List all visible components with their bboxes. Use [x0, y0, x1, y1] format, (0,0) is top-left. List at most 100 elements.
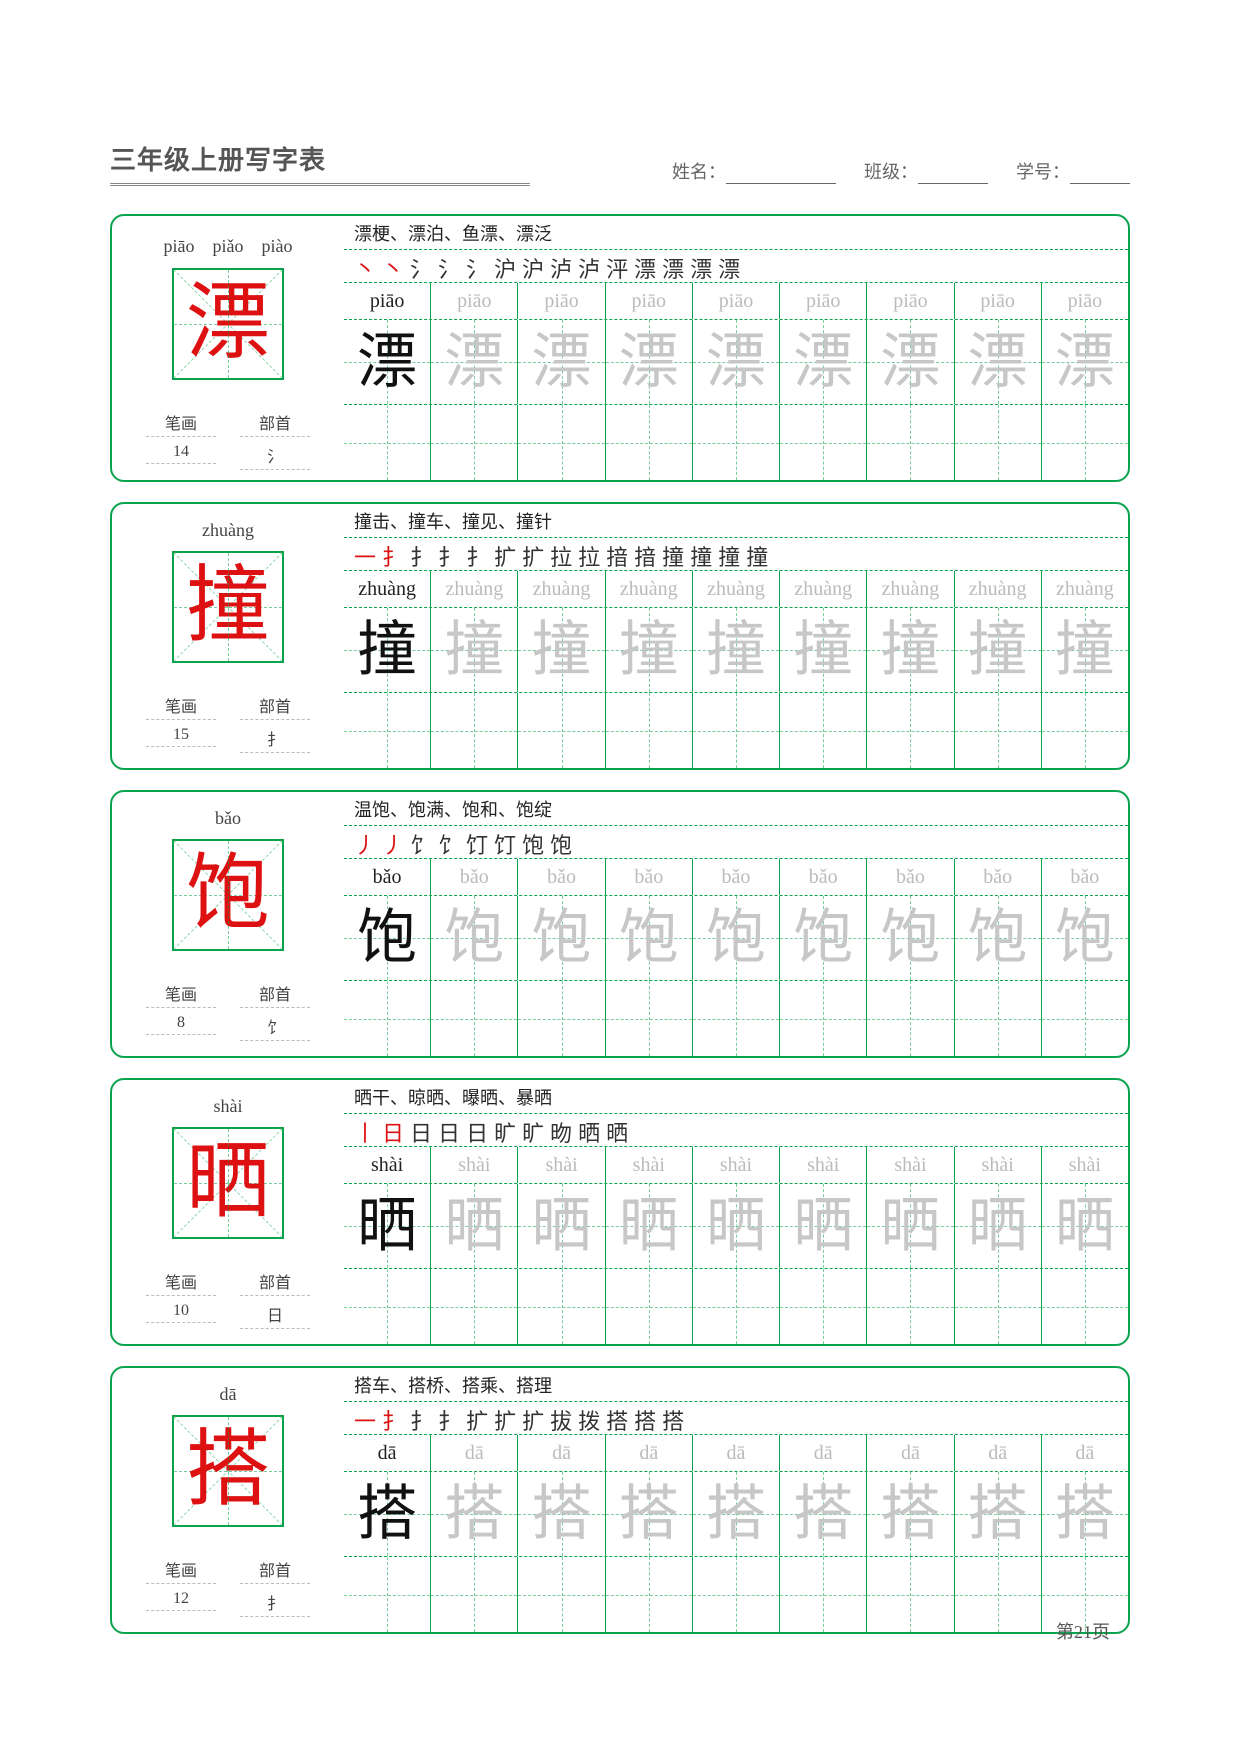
practice-cell[interactable] [344, 981, 430, 1056]
student-field-0[interactable]: 姓名： [672, 158, 836, 184]
practice-cell[interactable] [866, 1557, 953, 1632]
practice-cell[interactable] [605, 981, 692, 1056]
big-char: 漂 [174, 270, 282, 378]
practice-cell[interactable] [692, 1557, 779, 1632]
pinyin-cell: shài [954, 1147, 1041, 1183]
trace-char: 晒 [619, 1196, 679, 1256]
student-field-blank[interactable] [726, 166, 836, 184]
info-value: 扌 [240, 1588, 310, 1617]
practice-cell[interactable] [344, 405, 430, 480]
pinyin-row: piāopiāopiāopiāopiāopiāopiāopiāopiāo [344, 283, 1128, 320]
practice-cell[interactable] [344, 1557, 430, 1632]
card-left: shài晒笔画10部首日 [112, 1080, 344, 1344]
practice-cell[interactable] [866, 1269, 953, 1344]
practice-cell[interactable] [866, 405, 953, 480]
char-cell: 晒 [692, 1184, 779, 1268]
char-cell: 搭 [517, 1472, 604, 1556]
info-boxes: 笔画8部首饣 [146, 981, 310, 1041]
practice-cell[interactable] [605, 693, 692, 768]
pinyin-cell: bǎo [344, 859, 430, 895]
trace-char: 晒 [706, 1196, 766, 1256]
trace-char: 搭 [968, 1484, 1028, 1544]
trace-char: 饱 [619, 908, 679, 968]
char-cell: 撞 [344, 608, 430, 692]
practice-cell[interactable] [605, 1269, 692, 1344]
practice-cell[interactable] [692, 693, 779, 768]
practice-cell[interactable] [779, 1557, 866, 1632]
practice-cell[interactable] [605, 405, 692, 480]
practice-cell[interactable] [430, 1557, 517, 1632]
pinyin-cell: bǎo [954, 859, 1041, 895]
trace-char: 漂 [968, 332, 1028, 392]
practice-cell[interactable] [517, 405, 604, 480]
practice-cell[interactable] [517, 1557, 604, 1632]
student-field-blank[interactable] [1070, 166, 1130, 184]
pinyin-cell: bǎo [430, 859, 517, 895]
char-card: shài晒笔画10部首日晒干、晾晒、曝晒、暴晒丨日日日日旷旷昒晒晒shàishà… [110, 1078, 1130, 1346]
practice-cell[interactable] [344, 693, 430, 768]
pinyin-cell: piāo [517, 283, 604, 319]
char-cell: 晒 [866, 1184, 953, 1268]
practice-cell[interactable] [866, 981, 953, 1056]
practice-cell[interactable] [954, 981, 1041, 1056]
practice-cell[interactable] [430, 1269, 517, 1344]
practice-cell[interactable] [779, 1269, 866, 1344]
practice-cell[interactable] [954, 405, 1041, 480]
big-char-box: 搭 [172, 1415, 284, 1527]
char-cell: 撞 [605, 608, 692, 692]
info-radical: 部首扌 [240, 693, 310, 753]
big-char: 饱 [174, 841, 282, 949]
practice-cell[interactable] [344, 1269, 430, 1344]
char-cell: 搭 [344, 1472, 430, 1556]
practice-cell[interactable] [779, 405, 866, 480]
practice-cell[interactable] [779, 981, 866, 1056]
practice-cell[interactable] [692, 1269, 779, 1344]
practice-cell[interactable] [1041, 1269, 1128, 1344]
char-cell: 饱 [517, 896, 604, 980]
trace-char: 晒 [968, 1196, 1028, 1256]
practice-cell[interactable] [1041, 405, 1128, 480]
practice-cell[interactable] [692, 405, 779, 480]
practice-cell[interactable] [430, 693, 517, 768]
practice-cell[interactable] [517, 1269, 604, 1344]
char-cell: 搭 [954, 1472, 1041, 1556]
card-right: 漂梗、漂泊、鱼漂、漂泛丶丶氵氵氵沪沪泸泸泙漂漂漂漂piāopiāopiāopiā… [344, 216, 1128, 480]
trace-char: 漂 [706, 332, 766, 392]
info-value: 饣 [240, 1012, 310, 1041]
pinyin-cell: dā [517, 1435, 604, 1471]
pinyin-variants: dā [220, 1384, 237, 1405]
info-boxes: 笔画10部首日 [146, 1269, 310, 1329]
char-cell: 晒 [779, 1184, 866, 1268]
info-strokes: 笔画12 [146, 1557, 216, 1617]
practice-cell[interactable] [605, 1557, 692, 1632]
student-field-2[interactable]: 学号： [1016, 158, 1130, 184]
info-strokes: 笔画14 [146, 410, 216, 470]
info-label: 部首 [240, 1557, 310, 1584]
practice-cell[interactable] [779, 693, 866, 768]
big-char-box: 漂 [172, 268, 284, 380]
info-value: 12 [146, 1588, 216, 1611]
practice-cell[interactable] [866, 693, 953, 768]
worksheet-page: 三年级上册写字表 姓名：班级：学号： piāo piǎo piào漂笔画14部首… [0, 0, 1240, 1754]
practice-cell[interactable] [954, 1269, 1041, 1344]
practice-cell[interactable] [430, 405, 517, 480]
char-card: zhuàng撞笔画15部首扌撞击、撞车、撞见、撞针一扌扌扌扌扩扩拉拉揞揞撞撞撞撞… [110, 502, 1130, 770]
pinyin-row: zhuàngzhuàngzhuàngzhuàngzhuàngzhuàngzhuà… [344, 571, 1128, 608]
practice-cell[interactable] [1041, 693, 1128, 768]
words-row: 撞击、撞车、撞见、撞针 [344, 504, 1128, 538]
char-cell: 晒 [605, 1184, 692, 1268]
practice-cell[interactable] [954, 1557, 1041, 1632]
pinyin-row: bǎobǎobǎobǎobǎobǎobǎobǎobǎo [344, 859, 1128, 896]
practice-cell[interactable] [517, 693, 604, 768]
practice-cell[interactable] [430, 981, 517, 1056]
practice-cell[interactable] [954, 693, 1041, 768]
pinyin-cell: shài [692, 1147, 779, 1183]
blank-row [344, 405, 1128, 480]
cards-container: piāo piǎo piào漂笔画14部首氵漂梗、漂泊、鱼漂、漂泛丶丶氵氵氵沪沪… [110, 214, 1130, 1634]
practice-cell[interactable] [1041, 981, 1128, 1056]
char-card: bǎo饱笔画8部首饣温饱、饱满、饱和、饱绽丿丿饣饣饤饤饱饱bǎobǎobǎobǎ… [110, 790, 1130, 1058]
student-field-1[interactable]: 班级： [864, 158, 988, 184]
student-field-blank[interactable] [918, 166, 988, 184]
practice-cell[interactable] [692, 981, 779, 1056]
practice-cell[interactable] [517, 981, 604, 1056]
